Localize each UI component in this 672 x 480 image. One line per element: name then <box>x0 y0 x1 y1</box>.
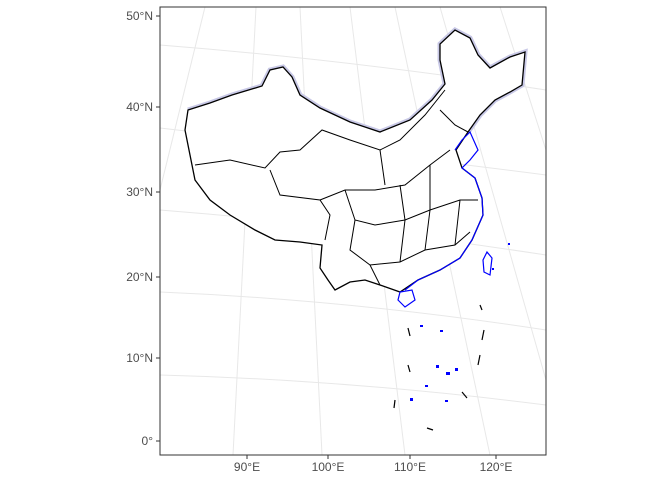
y-tick-label: 40°N <box>126 100 153 114</box>
y-tick-label: 0° <box>142 434 154 448</box>
x-tick-label: 120°E <box>480 460 513 474</box>
taiwan-island <box>482 250 493 276</box>
y-tick-label: 50°N <box>126 9 153 23</box>
panel-border <box>159 6 547 456</box>
y-tick-label: 10°N <box>126 351 153 365</box>
x-tick-label: 100°E <box>312 460 345 474</box>
x-tick-label: 110°E <box>394 460 426 474</box>
coastline <box>404 130 484 291</box>
china-map <box>184 26 528 431</box>
hainan-island <box>397 289 416 308</box>
south-sea-islands <box>393 304 485 431</box>
province-borders <box>194 89 478 286</box>
south-sea-islands-blue <box>410 243 510 402</box>
y-axis: 50°N 40°N 30°N 20°N 10°N 0° <box>126 9 160 448</box>
y-tick-label: 20°N <box>126 270 153 284</box>
x-tick-label: 90°E <box>234 460 260 474</box>
x-axis: 90°E 100°E 110°E 120°E <box>234 455 512 474</box>
y-tick-label: 30°N <box>126 185 153 199</box>
